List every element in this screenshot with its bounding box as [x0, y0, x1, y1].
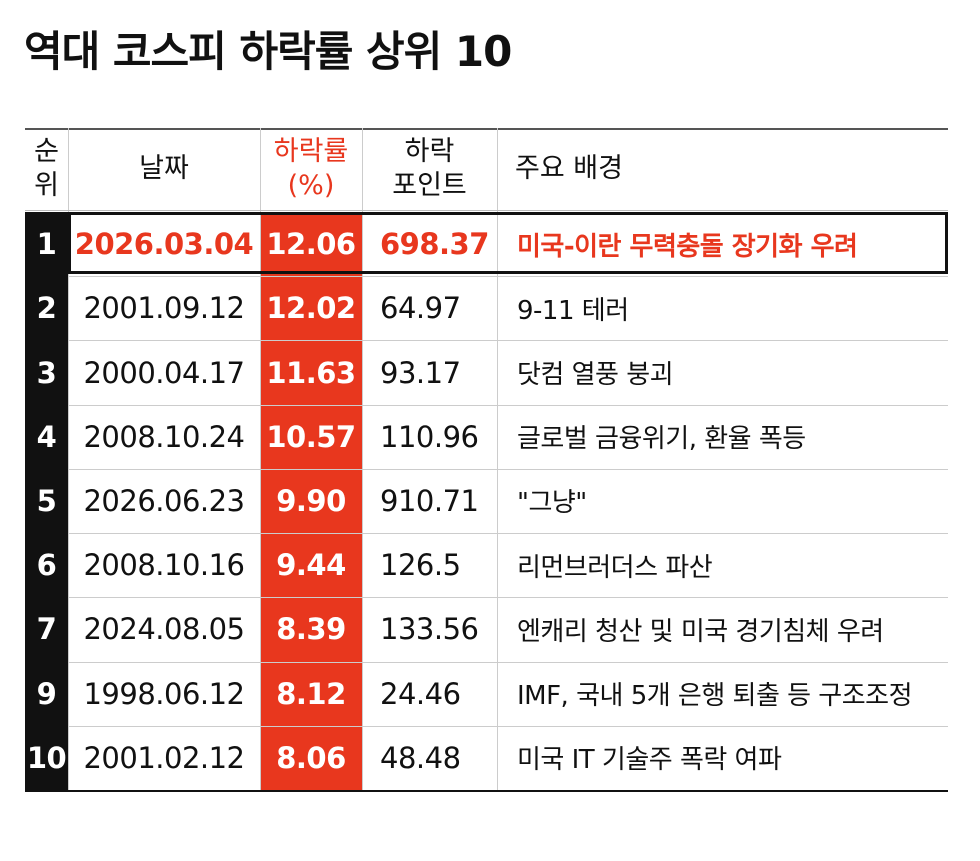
rank: 10 — [26, 740, 67, 775]
drop-rate: 12.02 — [266, 291, 356, 326]
header-cell: 하락 포인트 — [392, 136, 467, 201]
drop-points: 110.96 — [380, 419, 479, 454]
header-cell: 하락률 (%) — [273, 136, 349, 201]
rank: 3 — [36, 355, 57, 390]
date: 2008.10.16 — [83, 548, 245, 583]
drop-points: 698.37 — [380, 227, 489, 262]
row-rule — [68, 725, 948, 727]
drop-points: 133.56 — [380, 612, 479, 647]
drop-rate: 12.06 — [266, 227, 356, 262]
rank: 2 — [36, 291, 57, 326]
drop-rate: 8.39 — [276, 612, 346, 647]
drop-points: 93.17 — [380, 355, 461, 390]
row-rule — [68, 533, 948, 535]
drop-points: 24.46 — [380, 676, 461, 711]
row-rule — [68, 597, 948, 599]
date: 2000.04.17 — [83, 355, 245, 390]
date: 2026.03.04 — [74, 227, 254, 262]
rank: 1 — [36, 227, 57, 262]
date: 2026.06.23 — [83, 483, 245, 518]
date: 2001.09.12 — [83, 291, 245, 326]
date: 1998.06.12 — [83, 676, 245, 711]
header-cell: 주요 배경 — [515, 153, 623, 185]
header-rule — [25, 210, 948, 211]
rank: 5 — [36, 483, 57, 518]
row-rule — [68, 661, 948, 663]
drop-rate: 11.63 — [266, 355, 356, 390]
drop-points: 910.71 — [380, 483, 479, 518]
column-divider — [260, 128, 261, 790]
rank-column — [25, 212, 68, 790]
row-rule — [68, 340, 948, 342]
drop-points: 126.5 — [380, 548, 461, 583]
rank: 4 — [36, 419, 57, 454]
rank: 9 — [36, 676, 57, 711]
drop-points: 64.97 — [380, 291, 461, 326]
reason: 9-11 테러 — [517, 295, 629, 326]
header-cell: 날짜 — [139, 153, 189, 185]
date: 2024.08.05 — [83, 612, 245, 647]
row-rule — [68, 404, 948, 406]
row-rule — [68, 276, 948, 278]
drop-rate: 8.06 — [276, 740, 346, 775]
rank: 7 — [36, 612, 57, 647]
bottom-rule — [25, 790, 948, 792]
drop-rate: 10.57 — [266, 419, 356, 454]
date: 2008.10.24 — [83, 419, 245, 454]
title: 역대 코스피 하락률 상위 10 — [24, 27, 512, 76]
reason: 미국-이란 무력충돌 장기화 우려 — [517, 231, 858, 262]
row-rule — [68, 468, 948, 470]
top-rule — [25, 128, 948, 130]
date: 2001.02.12 — [83, 740, 245, 775]
column-divider — [362, 128, 363, 790]
drop-rate: 8.12 — [276, 676, 346, 711]
reason: 미국 IT 기술주 폭락 여파 — [517, 745, 782, 776]
drop-rate: 9.90 — [276, 483, 346, 518]
rate-column — [260, 212, 362, 790]
reason: 닷컴 열풍 붕괴 — [517, 360, 674, 391]
header-cell: 순 위 — [34, 136, 59, 201]
column-divider — [68, 128, 69, 790]
drop-points: 48.48 — [380, 740, 461, 775]
highlight-box — [68, 212, 948, 275]
reason: 리먼브러더스 파산 — [517, 552, 713, 583]
reason: 엔캐리 청산 및 미국 경기침체 우려 — [517, 616, 884, 647]
column-divider — [497, 128, 498, 790]
reason: "그냥" — [517, 488, 587, 519]
reason: IMF, 국내 5개 은행 퇴출 등 구조조정 — [517, 681, 913, 712]
drop-rate: 9.44 — [276, 548, 346, 583]
rank: 6 — [36, 548, 57, 583]
reason: 글로벌 금융위기, 환율 폭등 — [517, 424, 806, 455]
